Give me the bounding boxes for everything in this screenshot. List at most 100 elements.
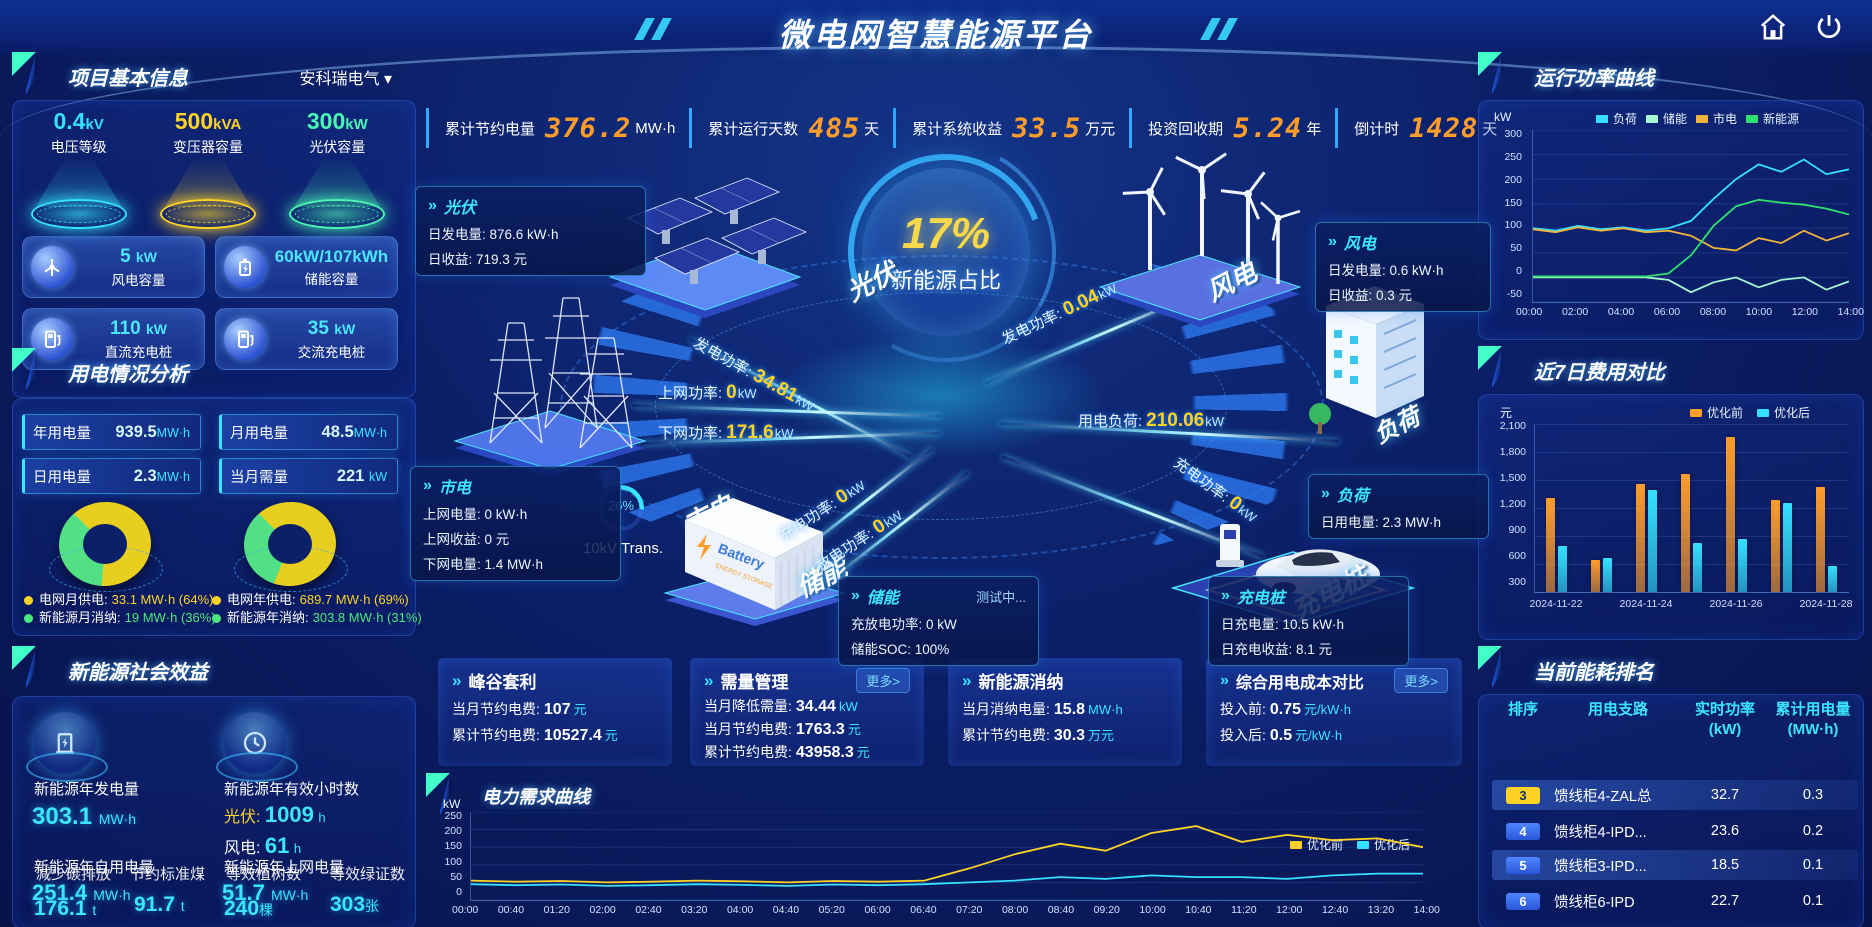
branch-name: 馈线柜4-ZAL总 (1554, 788, 1652, 805)
kpi-value: 376.2 (545, 112, 632, 144)
tile-unit: kW (334, 320, 356, 337)
legend-优化前[interactable]: 优化前 (1690, 404, 1743, 421)
kpi-payback-period: 投资回收期 5.24 年 (1129, 108, 1335, 148)
table-row[interactable]: 4 馈线柜4-IPD... 23.6 0.2 (1492, 816, 1858, 846)
chevron-down-icon[interactable]: ▾ (383, 71, 392, 88)
soc-co2-label: 减少碳排放 (36, 866, 112, 883)
table-row[interactable]: 6 馈线柜6-IPD 22.7 0.1 (1492, 886, 1858, 916)
kpi-unit: MW·h (635, 119, 676, 137)
tile-storage-capacity: 60kW/107kWh 储能容量 (215, 236, 398, 298)
legend-优化后[interactable]: 优化后 (1757, 404, 1810, 421)
arrow-icon: » (452, 670, 462, 690)
card-row: 当月消纳电量: 15.8 MW·h (962, 701, 1123, 718)
axis-tick: 08:00 (1699, 306, 1727, 318)
axis-tick: 02:40 (635, 904, 662, 916)
axis-tick: 04:00 (1607, 306, 1635, 318)
table-row[interactable]: 5 馈线柜3-IPD... 18.5 0.1 (1492, 850, 1858, 880)
axis-tick: 150 (1504, 196, 1522, 209)
tile-label: 储能容量 (304, 271, 359, 287)
cone-pv-capacity: 300kW 光伏容量 (277, 108, 397, 229)
legend-市电[interactable]: 市电 (1696, 110, 1737, 127)
stat-day-usage: 日用电量 2.3MW·h (22, 458, 201, 494)
axis-tick: 300 (1504, 128, 1522, 140)
donut-month-chart (49, 497, 163, 594)
grid-info-box: » 市电 上网电量: 0 kW·h 上网收益: 0 元 下网电量: 1.4 MW·… (410, 466, 621, 581)
node-row: 日收益: 0.3 元 (1328, 288, 1413, 303)
bar-优化前-2024-11-25 (1681, 473, 1690, 592)
legend-优化前[interactable]: 优化前 (1290, 836, 1343, 853)
tile-value: 110 (110, 317, 141, 339)
table-row[interactable]: 3 馈线柜4-ZAL总 32.7 0.3 (1492, 780, 1858, 810)
legend-renewable-month: 新能源月消纳: 19 MW·h (36%) (24, 610, 224, 626)
power-icon[interactable] (1814, 12, 1844, 42)
ranking-table-header: 排序 用电支路 实时功率 (kW) 累计用电量 (MW·h) (1492, 700, 1858, 740)
home-icon[interactable] (1758, 12, 1788, 42)
axis-tick: 00:00 (452, 904, 479, 916)
axis-tick: 12:00 (1276, 904, 1303, 916)
kpi-bar: 累计节约电量 376.2 MW·h 累计运行天数 485 天 累计系统收益 33.5 万元 … (426, 102, 1497, 154)
usage-stats: 年用电量 939.5MW·h 月用电量 48.5MW·h 日用电量 2.3MW·h 当… (22, 414, 398, 494)
kpi-unit: 天 (864, 120, 880, 138)
legend-储能[interactable]: 储能 (1646, 110, 1687, 127)
total-energy: 0.2 (1802, 823, 1824, 839)
axis-tick: 50 (1510, 242, 1522, 255)
cone-voltage-level: 0.4kV 电压等级 (19, 108, 139, 229)
card-demand-management: » 需量管理 更多> 当月降低需量: 34.44 kW 当月节约电费: 1763.3 元 累… (690, 658, 924, 766)
axis-tick: 1,500 (1499, 472, 1526, 484)
node-row: 日发电量: 876.6 kW·h (428, 227, 559, 242)
axis-tick: 2024-11-24 (1619, 598, 1673, 610)
soc-cert-label: 等效绿证数 (330, 866, 406, 883)
kpi-countdown: 倒计时 1428天 (1335, 108, 1511, 148)
soc-gen-value: 303.1 MW·h (32, 803, 137, 830)
cone-unit: kVA (213, 116, 242, 133)
node-row: 下网电量: 1.4 MW·h (423, 557, 544, 572)
card-row: 当月节约电费: 1763.3 元 (704, 721, 861, 738)
stat-label: 年用电量 (33, 425, 91, 442)
more-button[interactable]: 更多> (856, 668, 910, 693)
kpi-label: 累计系统收益 (912, 120, 1003, 138)
ac-charger-icon (224, 318, 266, 360)
arrow-icon: » (851, 587, 860, 604)
panel-header-social-benefit: 新能源社会效益 (12, 646, 414, 688)
legend-新能源[interactable]: 新能源 (1746, 110, 1799, 127)
bar-优化前-2024-11-24 (1636, 483, 1646, 592)
axis-tick: 0 (1516, 265, 1522, 278)
demand-y-axis: 250 200 150 100 50 0 (430, 810, 462, 898)
run-x-axis: 00:00 02:00 04:00 06:00 08:00 10:00 12:00 14:00 (1516, 306, 1864, 318)
realtime-power: 18.5 (1710, 857, 1740, 873)
capacity-cones: 0.4kV 电压等级 500kVA 变压器容量 300kW 光伏容量 (14, 108, 402, 229)
rank-badge: 5 (1506, 856, 1540, 874)
tile-label: 风电容量 (111, 272, 166, 288)
more-button[interactable]: 更多> (1394, 668, 1448, 693)
wind-info-box: » 风电 日发电量: 0.6 kW·h 日收益: 0.3 元 (1315, 222, 1491, 312)
legend-优化后[interactable]: 优化后 (1357, 836, 1410, 853)
axis-tick: 01:20 (543, 904, 570, 916)
status-badge: 测试中... (976, 589, 1026, 605)
panel-title: 新能源社会效益 (68, 662, 208, 684)
axis-tick: 04:40 (772, 904, 800, 916)
panel-header-power-usage: 用电情况分析 (12, 348, 414, 390)
total-energy: 0.1 (1802, 893, 1824, 909)
page-title: 微电网智慧能源平台 (778, 17, 1094, 53)
axis-tick: 05:20 (818, 904, 845, 916)
company-select-value[interactable]: 安科瑞电气 (299, 71, 380, 88)
kpi-run-days: 累计运行天数 485 天 (689, 108, 893, 148)
axis-tick: 03:20 (681, 904, 708, 916)
axis-tick: 12:00 (1791, 306, 1818, 318)
branch-name: 馈线柜6-IPD (1554, 894, 1635, 911)
series-负荷 (1532, 158, 1850, 232)
soc-selfuse-value: 251.4 MW·h (32, 880, 131, 905)
axis-tick: 200 (1504, 173, 1522, 186)
bar-优化前-2024-11-26 (1725, 437, 1735, 592)
legend-负荷[interactable]: 负荷 (1596, 110, 1637, 127)
flow-load-use: 用电负荷: 210.06kW (1078, 410, 1225, 431)
company-select[interactable]: 安科瑞电气 ▾ (300, 65, 393, 89)
stat-value: 221 (336, 466, 365, 485)
axis-tick: 08:00 (1001, 904, 1029, 916)
node-title: 储能 (866, 590, 899, 607)
soc-togrid-label: 新能源年上网电量 (224, 859, 345, 876)
panel-energy-ranking (1478, 694, 1864, 927)
cost-chart-legend: 优化前 优化后 (1690, 404, 1810, 421)
soc-tree-label: 等效植树数 (226, 866, 302, 883)
stat-year-usage: 年用电量 939.5MW·h (22, 414, 201, 450)
